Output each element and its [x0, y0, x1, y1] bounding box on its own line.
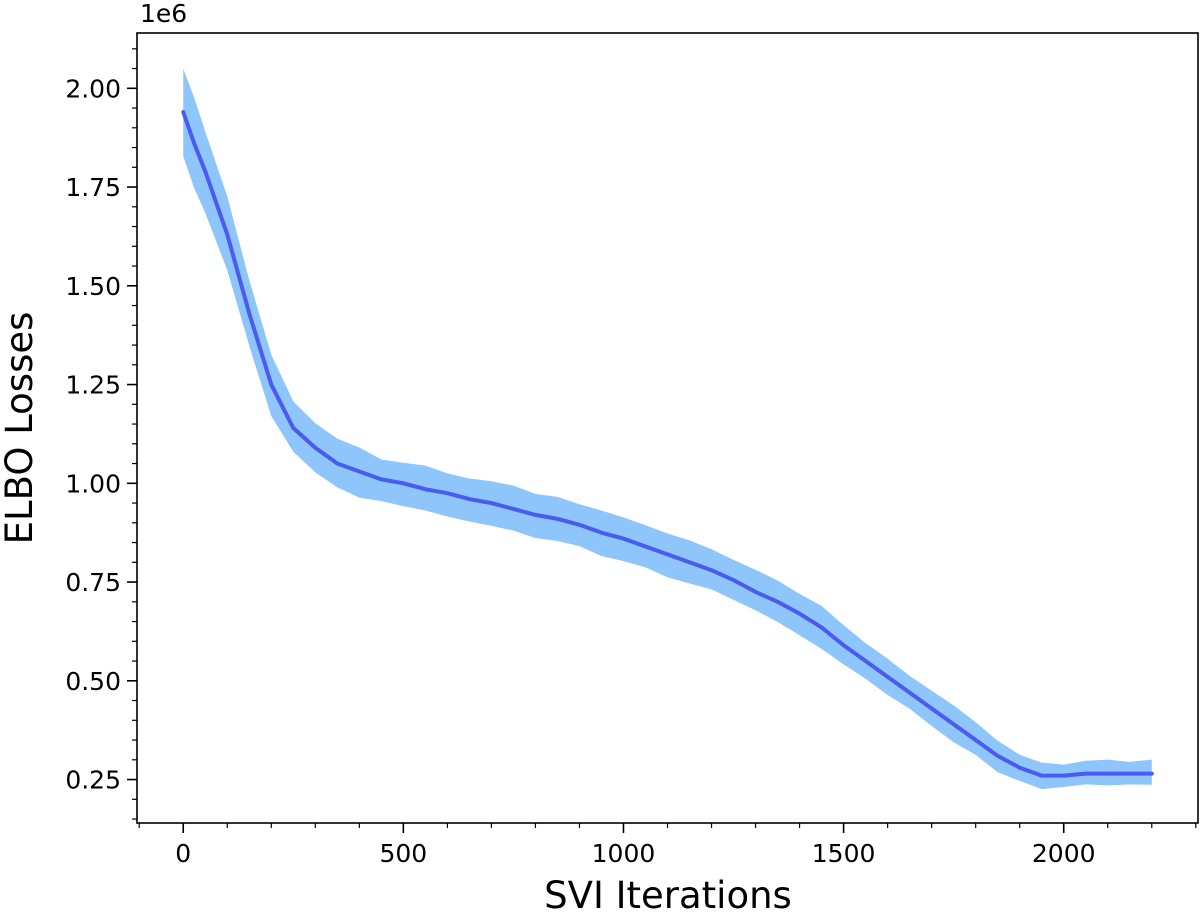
y-tick-label: 1.50 [65, 272, 121, 301]
x-axis-label: SVI Iterations [544, 874, 792, 916]
series-band [183, 68, 1152, 790]
y-tick-label: 1.25 [65, 371, 121, 400]
y-tick-label: 0.50 [65, 667, 121, 696]
x-tick-label: 500 [379, 839, 427, 868]
y-axis-label: ELBO Losses [0, 312, 41, 545]
y-tick-label: 0.25 [65, 766, 121, 795]
y-offset-label: 1e6 [140, 0, 187, 28]
x-tick-label: 1500 [812, 839, 876, 868]
y-tick-label: 1.75 [65, 173, 121, 202]
x-tick-label: 2000 [1032, 839, 1096, 868]
y-tick-label: 0.75 [65, 568, 121, 597]
x-tick-label: 0 [175, 839, 191, 868]
x-tick-label: 1000 [592, 839, 656, 868]
y-tick-label: 2.00 [65, 74, 121, 103]
plot-area: 0 500 1000 1500 2000 0.25 0.50 0.75 1.00 1.25 1.50… [65, 32, 1199, 868]
series-line [181, 110, 1154, 778]
y-tick-label: 1.00 [65, 469, 121, 498]
